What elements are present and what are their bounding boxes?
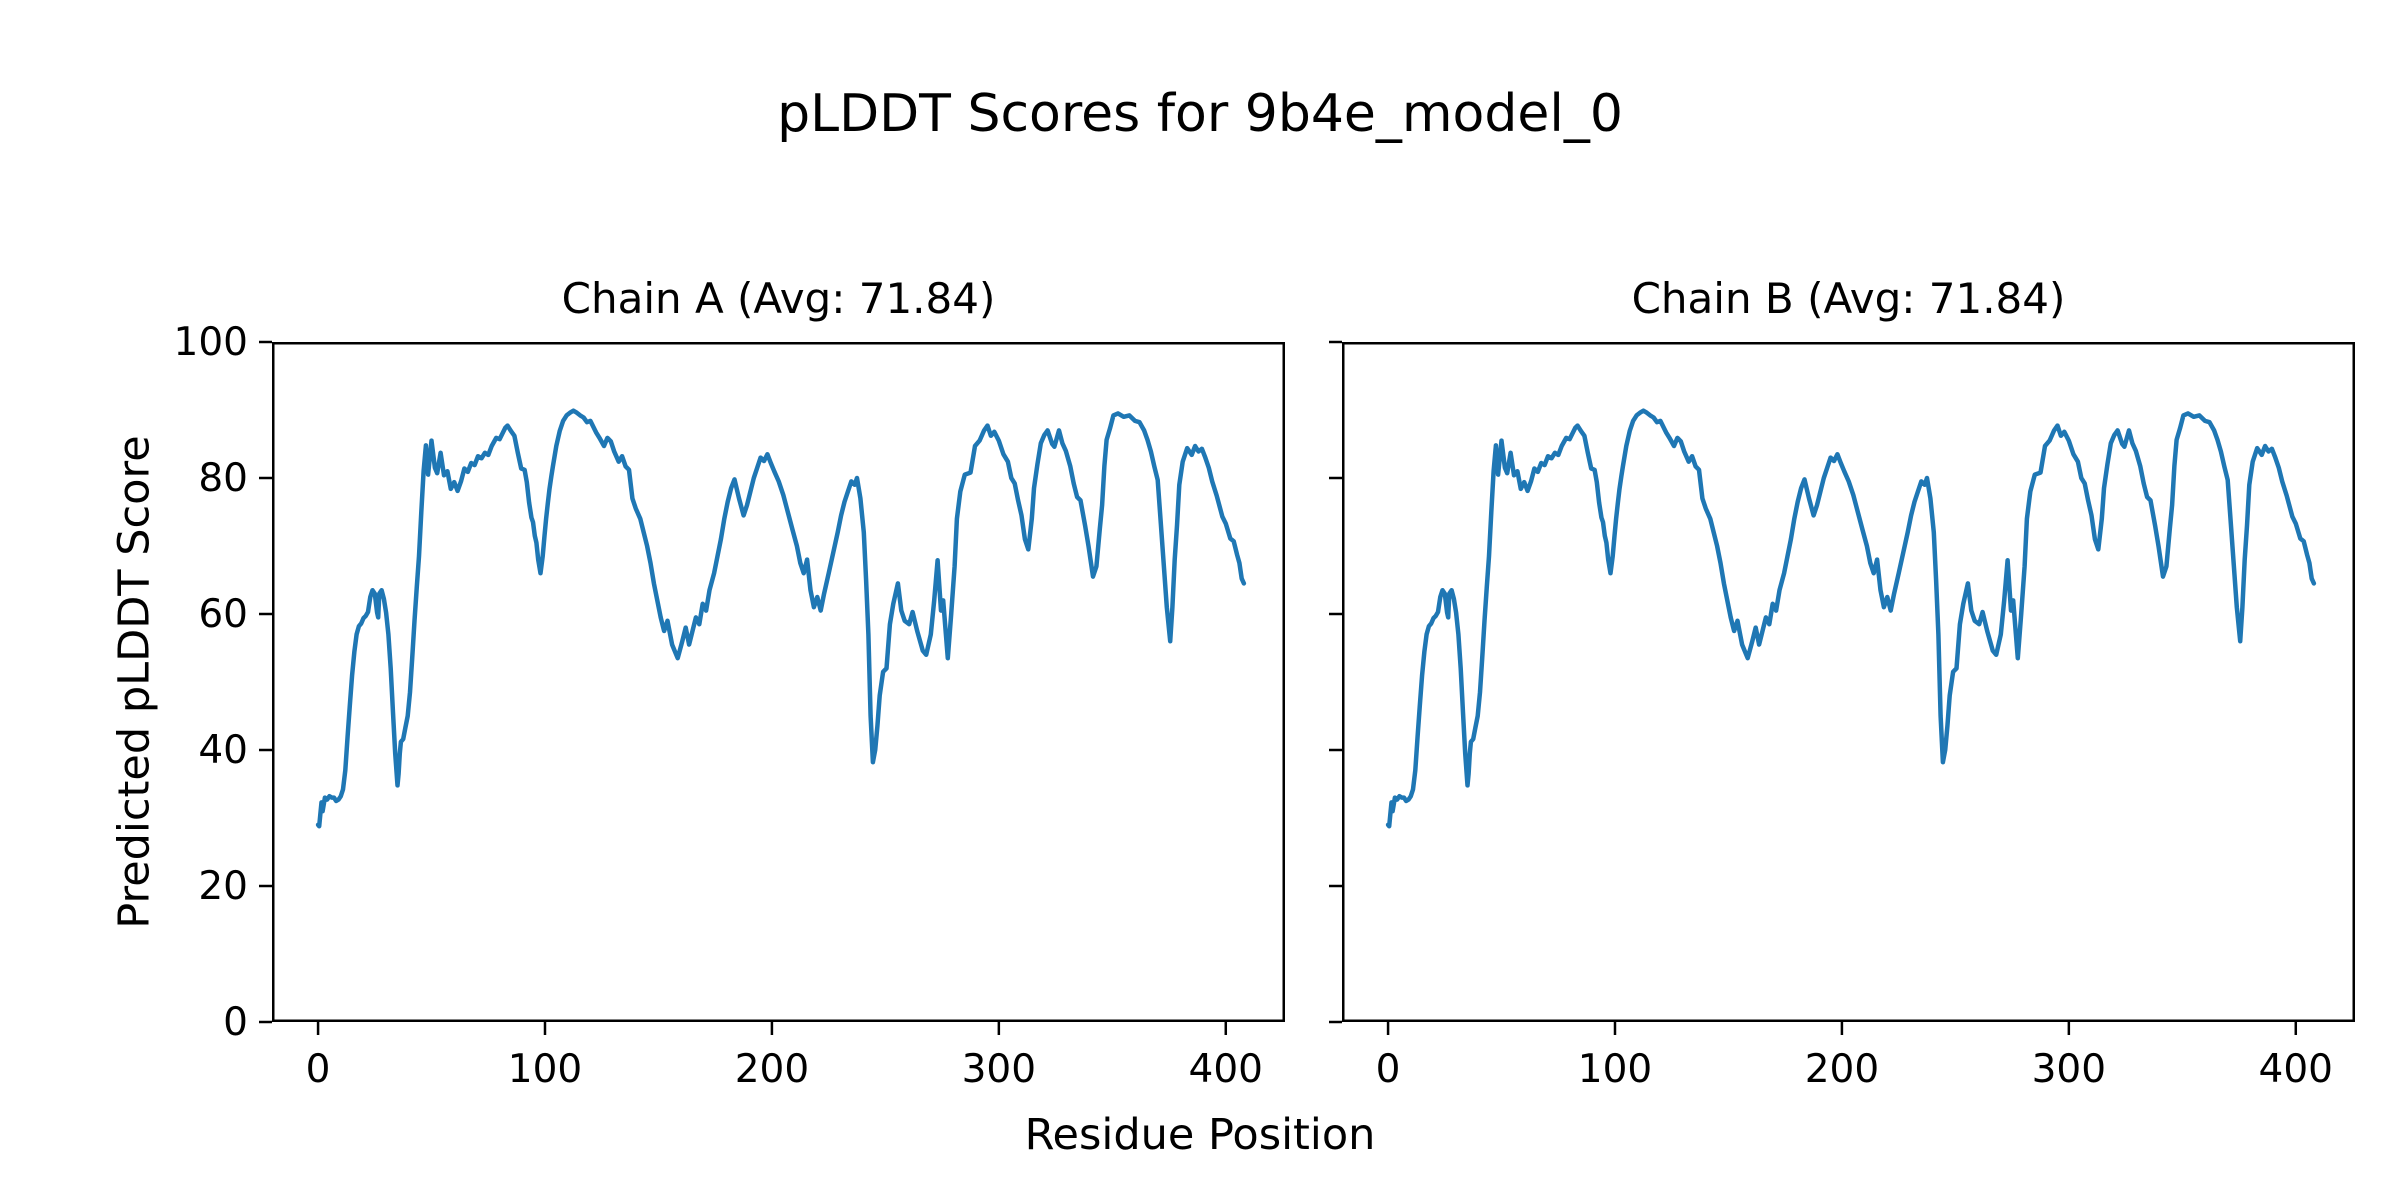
x-tick-label: 100 (508, 1047, 582, 1092)
x-tick-label: 0 (1376, 1047, 1401, 1092)
y-tick-label: 80 (198, 456, 248, 501)
subplot-chain-a: Chain A (Avg: 71.84) 0 100 200 300 400 0 20 40 6… (174, 278, 1285, 1092)
x-tick-label: 400 (1189, 1047, 1263, 1092)
plddt-line-chain-b (1385, 408, 2317, 829)
x-tick-label: 300 (2032, 1047, 2106, 1092)
subplot-chain-b: Chain B (Avg: 71.84) 0 100 200 300 400 (1329, 278, 2355, 1092)
x-tick-label: 100 (1578, 1047, 1652, 1092)
y-tick-label: 20 (198, 864, 248, 909)
y-tick-label: 40 (198, 728, 248, 773)
subplot-b-title: Chain B (Avg: 71.84) (1631, 274, 2066, 323)
y-tick-label: 0 (223, 1000, 248, 1045)
x-axis-label: Residue Position (1024, 1110, 1376, 1160)
x-tick-label: 200 (1805, 1047, 1879, 1092)
subplot-a-canvas: 0 100 200 300 400 0 20 40 60 80 100 (174, 320, 1285, 1092)
x-tick-label: 300 (962, 1047, 1036, 1092)
y-tick-label: 60 (198, 592, 248, 637)
plot-spines (1342, 342, 2355, 1022)
y-axis-label: Predicted pLDDT Score (109, 435, 160, 929)
plddt-line-chain-a (315, 408, 1247, 829)
y-tick-label: 100 (174, 320, 248, 365)
x-tick-label: 0 (306, 1047, 331, 1092)
subplot-b-canvas: 0 100 200 300 400 (1329, 340, 2355, 1092)
x-tick-label: 400 (2259, 1047, 2333, 1092)
x-tick-label: 200 (735, 1047, 809, 1092)
subplot-a-title: Chain A (Avg: 71.84) (561, 274, 996, 323)
figure-title: pLDDT Scores for 9b4e_model_0 (777, 84, 1623, 144)
plot-spines (272, 342, 1285, 1022)
